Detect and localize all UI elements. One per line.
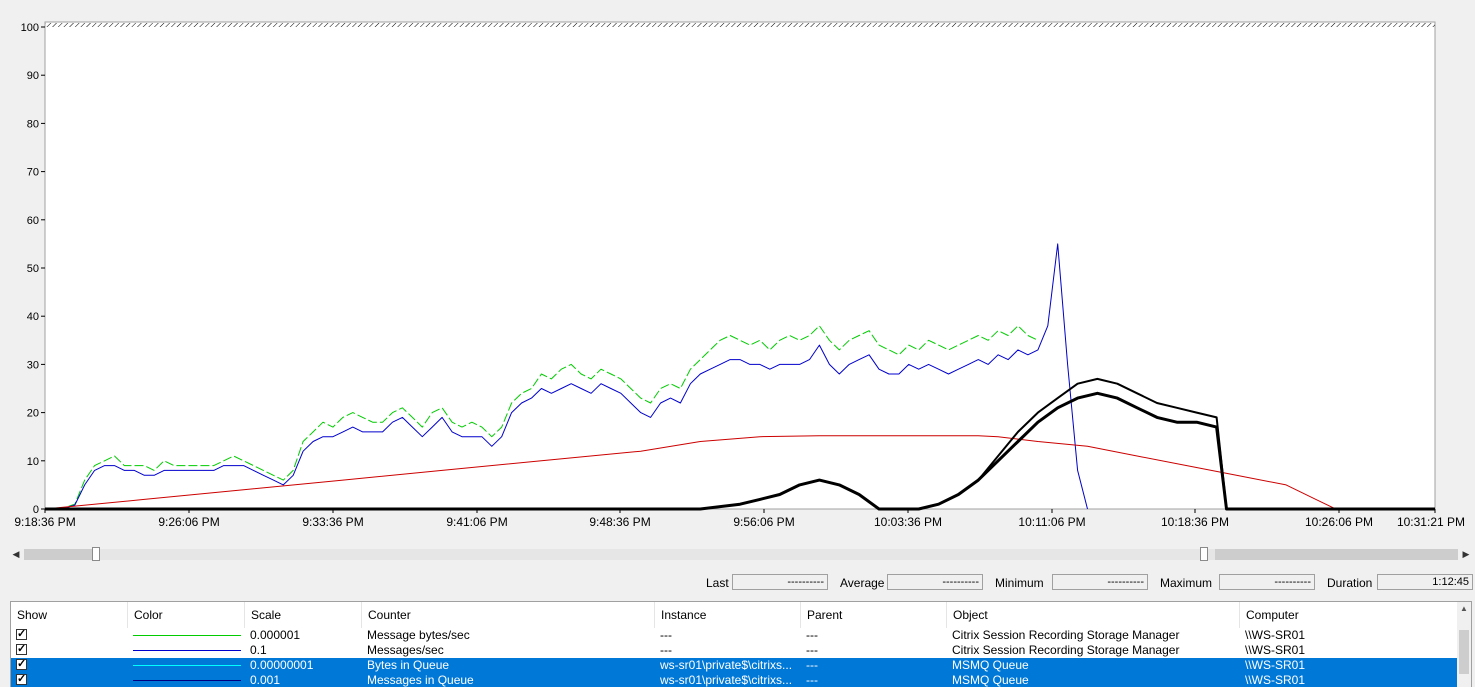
counter-row[interactable]: ✓ 0.000001 Message bytes/sec --- --- Citrix S… bbox=[11, 628, 1457, 643]
y-tick-label: 20 bbox=[27, 408, 39, 420]
header-counter[interactable]: Counter bbox=[362, 602, 655, 628]
scale-cell: 0.000001 bbox=[250, 628, 301, 642]
x-tick-label: 10:03:36 PM bbox=[874, 515, 942, 529]
instance-cell: --- bbox=[660, 628, 672, 642]
header-parent[interactable]: Parent bbox=[801, 602, 947, 628]
y-tick-label: 0 bbox=[33, 504, 39, 516]
color-swatch[interactable] bbox=[133, 665, 241, 666]
y-tick-label: 90 bbox=[27, 70, 39, 82]
object-cell: Citrix Session Recording Storage Manager bbox=[952, 628, 1180, 642]
counter-list-scrollbar[interactable]: ▲ bbox=[1457, 602, 1471, 687]
series-line-2[interactable] bbox=[44, 435, 1336, 510]
y-tick-label: 80 bbox=[27, 118, 39, 130]
scale-cell: 0.00000001 bbox=[250, 658, 314, 672]
last-value: ---------- bbox=[732, 574, 828, 590]
x-tick-label: 10:26:06 PM bbox=[1305, 515, 1373, 529]
computer-cell: \\WS-SR01 bbox=[1245, 628, 1306, 642]
object-cell: MSMQ Queue bbox=[952, 658, 1029, 672]
computer-cell: \\WS-SR01 bbox=[1245, 658, 1306, 672]
range-start-handle[interactable] bbox=[92, 547, 100, 561]
object-cell: MSMQ Queue bbox=[952, 673, 1029, 687]
counter-list-header: Show Color Scale Counter Instance Parent… bbox=[11, 602, 1459, 628]
scroll-range-left[interactable] bbox=[24, 549, 100, 560]
parent-cell: --- bbox=[806, 658, 818, 672]
y-tick-label: 70 bbox=[27, 167, 39, 179]
x-tick-label: 9:48:36 PM bbox=[589, 515, 650, 529]
show-checkbox[interactable]: ✓ bbox=[16, 643, 27, 655]
scroll-track[interactable] bbox=[24, 549, 1458, 560]
instance-cell: ws-sr01\private$\citrixs... bbox=[660, 658, 793, 672]
x-tick-label: 10:11:06 PM bbox=[1018, 515, 1085, 529]
minimum-value: ---------- bbox=[1052, 574, 1148, 590]
show-checkbox[interactable]: ✓ bbox=[16, 673, 27, 685]
maximum-value: ---------- bbox=[1219, 574, 1315, 590]
counter-cell: Messages/sec bbox=[367, 643, 444, 657]
y-tick-label: 100 bbox=[21, 22, 39, 34]
average-label: Average bbox=[840, 576, 885, 590]
counter-row[interactable]: ✓ 0.1 Messages/sec --- --- Citrix Session Rec… bbox=[11, 643, 1457, 658]
x-tick-label: 9:26:06 PM bbox=[158, 515, 219, 529]
series-line-4[interactable] bbox=[700, 377, 1228, 510]
series-line-1[interactable] bbox=[44, 243, 1088, 510]
instance-cell: ws-sr01\private$\citrixs... bbox=[660, 673, 793, 687]
color-swatch[interactable] bbox=[133, 680, 241, 681]
scroll-thumb[interactable] bbox=[1459, 630, 1469, 674]
computer-cell: \\WS-SR01 bbox=[1245, 673, 1306, 687]
series-line-0[interactable] bbox=[44, 325, 1039, 510]
object-cell: Citrix Session Recording Storage Manager bbox=[952, 643, 1180, 657]
counter-list[interactable]: Show Color Scale Counter Instance Parent… bbox=[10, 601, 1472, 687]
x-tick-label: 10:18:36 PM bbox=[1161, 515, 1229, 529]
header-show[interactable]: Show bbox=[11, 602, 128, 628]
minimum-label: Minimum bbox=[995, 576, 1044, 590]
parent-cell: --- bbox=[806, 643, 818, 657]
counter-row[interactable]: ✓ 0.00000001 Bytes in Queue ws-sr01\private… bbox=[11, 658, 1457, 673]
x-tick-label: 9:41:06 PM bbox=[446, 515, 507, 529]
y-tick-label: 60 bbox=[27, 215, 39, 227]
color-swatch[interactable] bbox=[133, 635, 241, 636]
scale-cell: 0.001 bbox=[250, 673, 281, 687]
computer-cell: \\WS-SR01 bbox=[1245, 643, 1306, 657]
last-label: Last bbox=[706, 576, 729, 590]
plot-area bbox=[44, 21, 1436, 510]
range-end-handle[interactable] bbox=[1200, 547, 1208, 561]
header-computer[interactable]: Computer bbox=[1246, 608, 1299, 622]
x-tick-label: 9:33:36 PM bbox=[302, 515, 363, 529]
scroll-left-icon[interactable]: ◀ bbox=[12, 549, 20, 559]
y-tick-label: 30 bbox=[27, 359, 39, 371]
performance-graph[interactable]: 0 10 20 30 40 50 60 70 80 90 100 9:18:36 PM 9:26:06… bbox=[0, 0, 1475, 540]
statistics-bar: Last ---------- Average ---------- Minim… bbox=[0, 574, 1475, 592]
graph-canvas[interactable]: 0 10 20 30 40 50 60 70 80 90 100 9:18:36 PM 9:26:06… bbox=[0, 0, 1475, 540]
header-object[interactable]: Object bbox=[947, 602, 1240, 628]
y-tick-label: 40 bbox=[27, 311, 39, 323]
parent-cell: --- bbox=[806, 673, 818, 687]
header-color[interactable]: Color bbox=[128, 602, 245, 628]
counter-cell: Message bytes/sec bbox=[367, 628, 470, 642]
instance-cell: --- bbox=[660, 643, 672, 657]
hatched-top-band bbox=[45, 23, 1435, 27]
x-tick-label: 9:56:06 PM bbox=[733, 515, 794, 529]
parent-cell: --- bbox=[806, 628, 818, 642]
y-tick-label: 10 bbox=[27, 456, 39, 468]
scroll-range-right[interactable] bbox=[1215, 549, 1458, 560]
scroll-up-icon[interactable]: ▲ bbox=[1460, 604, 1468, 613]
header-scale[interactable]: Scale bbox=[245, 602, 362, 628]
y-tick-label: 50 bbox=[27, 263, 39, 275]
scale-cell: 0.1 bbox=[250, 643, 267, 657]
show-checkbox[interactable]: ✓ bbox=[16, 658, 27, 670]
show-checkbox[interactable]: ✓ bbox=[16, 628, 27, 640]
header-instance[interactable]: Instance bbox=[655, 602, 801, 628]
color-swatch[interactable] bbox=[133, 650, 241, 651]
duration-label: Duration bbox=[1327, 576, 1373, 590]
scroll-right-icon[interactable]: ▶ bbox=[1462, 549, 1470, 559]
time-scrollbar[interactable]: ◀ ▶ bbox=[10, 547, 1472, 562]
counter-cell: Bytes in Queue bbox=[367, 658, 450, 672]
duration-value: 1:12:45 bbox=[1377, 574, 1473, 590]
counter-row[interactable]: ✓ 0.001 Messages in Queue ws-sr01\private$\… bbox=[11, 673, 1457, 687]
average-value: ---------- bbox=[887, 574, 983, 590]
x-tick-label: 10:31:21 PM bbox=[1397, 515, 1465, 529]
maximum-label: Maximum bbox=[1160, 576, 1213, 590]
counter-cell: Messages in Queue bbox=[367, 673, 474, 687]
x-tick-label: 9:18:36 PM bbox=[14, 515, 75, 529]
